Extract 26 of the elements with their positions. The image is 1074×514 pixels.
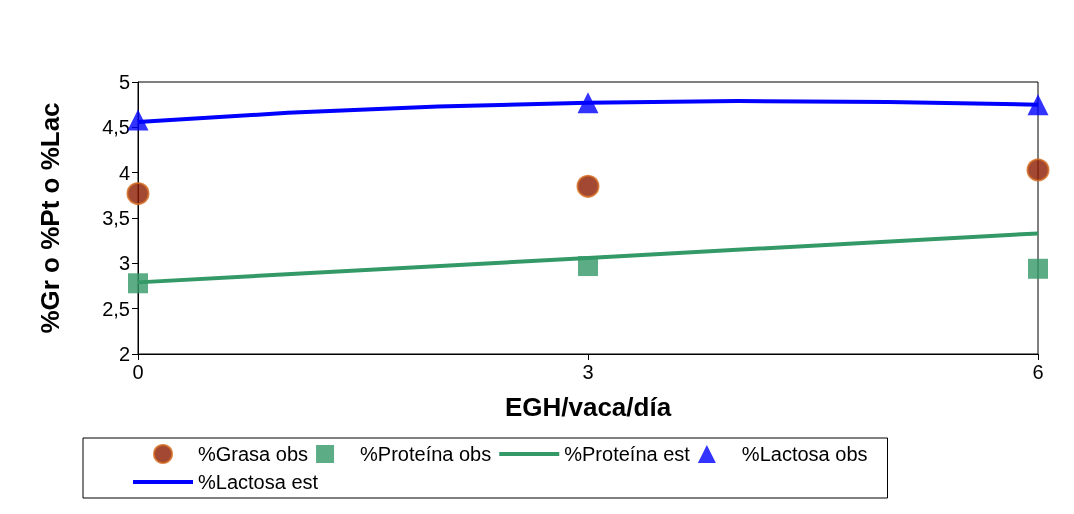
point	[577, 92, 599, 114]
legend-label: %Grasa obs	[198, 443, 309, 465]
point	[1028, 258, 1048, 279]
point	[127, 109, 149, 131]
legend-label: %Lactosa obs	[741, 443, 868, 465]
y-tick-label: 4,5	[102, 116, 130, 139]
y-tick-label: 2,5	[102, 297, 130, 320]
legend-label: %Lactosa est	[198, 471, 319, 493]
legend-label: %Proteína est	[564, 443, 691, 465]
y-tick-label: 4	[118, 161, 130, 184]
x-axis-title: EGH/vaca/día	[504, 392, 672, 422]
point	[578, 256, 598, 277]
y-tick-label: 5	[118, 71, 130, 93]
y-axis-title: %Gr o %Pt o %Lac	[35, 102, 65, 334]
y-tick-label: 3	[118, 252, 130, 275]
point	[576, 174, 600, 198]
point	[128, 273, 148, 294]
point	[126, 182, 150, 206]
legend-label: %Proteína obs	[360, 443, 492, 465]
x-tick-label: 6	[1032, 361, 1044, 383]
point	[1027, 94, 1049, 116]
x-tick-label: 3	[582, 361, 594, 383]
point	[1026, 158, 1050, 182]
y-tick-label: 2	[118, 343, 130, 365]
x-tick-label: 0	[132, 361, 144, 383]
y-tick-label: 3,5	[102, 207, 130, 229]
